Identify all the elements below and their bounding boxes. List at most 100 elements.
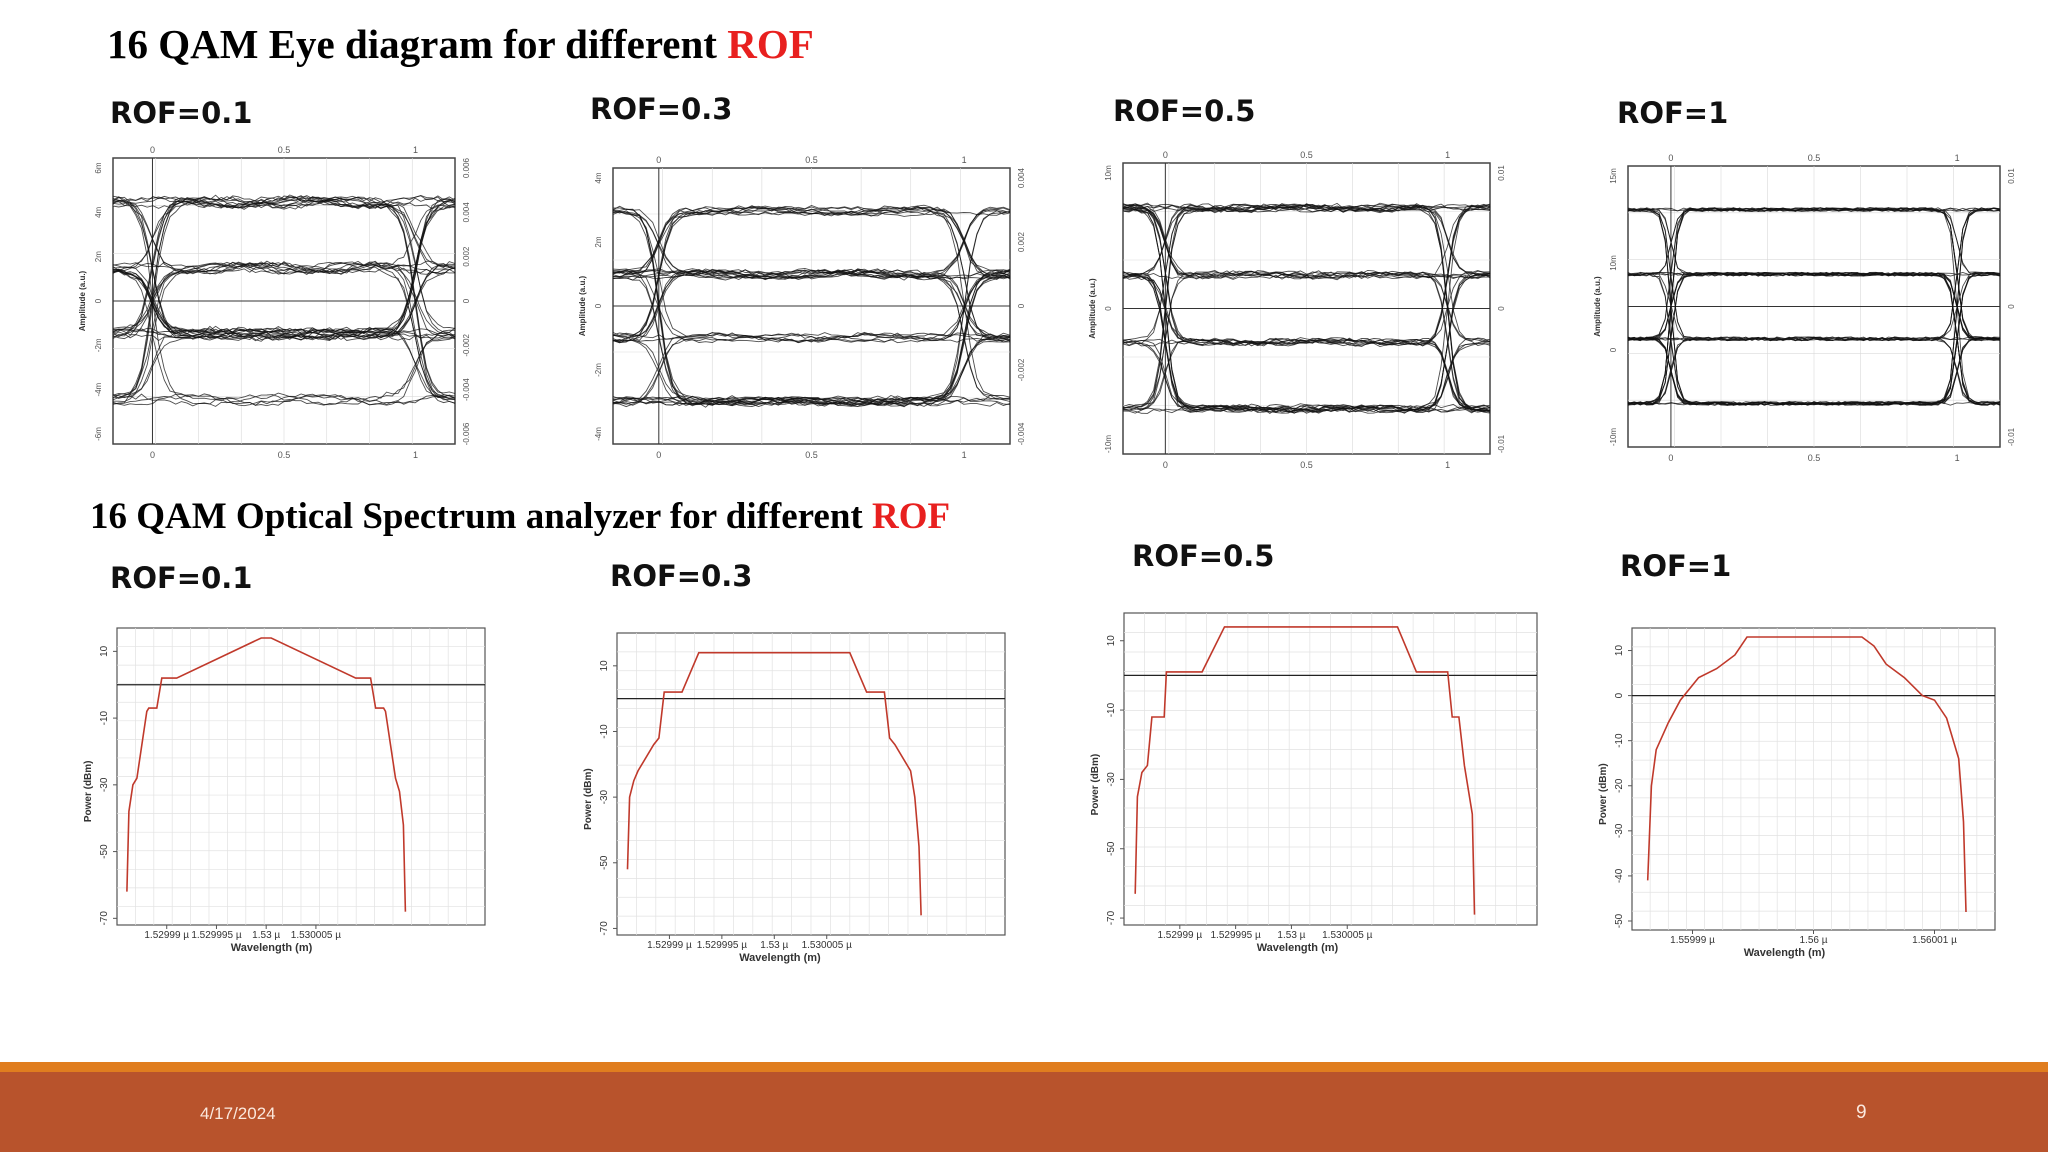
y-axis-label: Amplitude (a.u.) [78, 270, 87, 331]
eye-trace [112, 260, 456, 273]
eye-trace [112, 260, 455, 329]
chart-svg: 10 -10 -30 -50 -70 1.52999 µ 1.529995 µ 1.53 µ 1… [583, 632, 1006, 964]
x-tick-label: 1 [1445, 460, 1450, 470]
x-tick-label: 1 [1955, 453, 1960, 463]
y-axis-label: Power (dBm) [83, 761, 94, 823]
x-tick-label: 1.530005 µ [1322, 930, 1372, 941]
eye-trace [1122, 203, 1491, 413]
x-axis-label: Wavelength (m) [1257, 942, 1339, 954]
grid [617, 633, 1005, 935]
y-tick-label: 0 [1614, 692, 1625, 698]
y-tick-label: 0 [94, 298, 103, 303]
y-tick-label-right: 0.006 [462, 157, 471, 178]
y-tick-label-right: -0.002 [1017, 358, 1026, 381]
y-axis-label: Amplitude (a.u.) [1088, 278, 1097, 339]
eye-trace [112, 261, 456, 399]
y-axis-label: Power (dBm) [583, 768, 594, 830]
y-tick-label: -40 [1614, 868, 1625, 883]
eye-trace [612, 268, 1011, 343]
footer-accent-line [0, 1062, 2048, 1072]
osa-title-text: 16 QAM Optical Spectrum analyzer for dif… [90, 496, 873, 537]
eye-trace [1122, 203, 1491, 407]
y-tick-label: -30 [1614, 823, 1625, 838]
eye-trace [112, 195, 456, 399]
eye-trace [1627, 207, 2001, 212]
osa-title-accent: ROF [872, 496, 951, 537]
y-tick-label-right: -0.01 [2007, 427, 2016, 446]
y-axis-label: Amplitude (a.u.) [578, 275, 587, 336]
eye-trace [1123, 340, 1491, 414]
x-tick-label: 1 [413, 450, 418, 460]
grid [1124, 613, 1537, 925]
x-tick-label-top: 0 [656, 155, 661, 165]
y-tick-label: -4m [94, 382, 103, 396]
x-tick-label-top: 1 [1955, 153, 1960, 163]
eye-trace [612, 277, 1011, 407]
y-tick-label: -50 [599, 855, 610, 870]
x-tick-label: 0.5 [805, 450, 818, 460]
y-tick-label-right: 0.01 [2007, 168, 2016, 184]
eye-trace [1122, 204, 1491, 412]
x-tick-label: 1.529995 µ [1210, 930, 1260, 941]
y-tick-label: -10 [599, 724, 610, 739]
x-tick-label: 1 [962, 450, 967, 460]
x-tick-label-top: 0.5 [278, 145, 291, 155]
chart-svg: 10 0 -10 -20 -30 -40 -50 1.55999 µ 1.56 µ 1.56001… [1598, 627, 1996, 959]
eye-trace [112, 263, 456, 342]
osa-spectrum-rof-1: 10 0 -10 -20 -30 -40 -50 1.55999 µ 1.56 µ 1.56001… [1590, 620, 2005, 970]
y-tick-label: -6m [94, 427, 103, 441]
chart-svg: 0 0 0.5 0.5 1 1 6m 4m 2m 0 -2m -4m -6m 0.006 0.004 0.00… [78, 145, 471, 460]
y-tick-label: 4m [594, 172, 603, 183]
spectrum-trace [626, 651, 922, 916]
x-tick-label: 0.5 [1300, 460, 1313, 470]
eye-trace [612, 332, 1011, 405]
eye-trace [1122, 208, 1491, 414]
eye-trace [112, 200, 456, 399]
eye-title-accent: ROF [727, 21, 814, 67]
x-tick-label-top: 1 [1445, 150, 1450, 160]
eye-trace [112, 266, 456, 341]
footer-bar [0, 1072, 2048, 1152]
grid [117, 628, 485, 925]
y-tick-label: -30 [1106, 772, 1117, 787]
eye-trace [612, 273, 1011, 407]
eye-trace [112, 336, 456, 407]
eye-trace [1122, 271, 1491, 414]
osa-spectrum-rof-01: 10 -10 -30 -50 -70 1.52999 µ 1.529995 µ 1.53 µ 1… [75, 620, 495, 965]
eye-label-rof-03: ROF=0.3 [590, 92, 733, 126]
y-tick-label-right: -0.004 [462, 378, 471, 401]
y-tick-label: 2m [594, 236, 603, 247]
x-tick-label-top: 1 [962, 155, 967, 165]
y-tick-label: -10 [1614, 733, 1625, 748]
y-tick-label-right: 0.002 [1017, 231, 1026, 252]
y-tick-label-right: 0 [1017, 303, 1026, 308]
eye-trace [112, 201, 456, 407]
footer-date: 4/17/2024 [200, 1104, 276, 1123]
x-axis-label: Wavelength (m) [231, 942, 313, 954]
x-tick-label: 0 [1163, 460, 1168, 470]
osa-label-rof-1: ROF=1 [1620, 549, 1732, 583]
y-tick-label: -30 [599, 789, 610, 804]
eye-trace [1627, 209, 2001, 277]
y-tick-label: -4m [594, 427, 603, 441]
eye-trace [112, 393, 456, 407]
y-tick-label-right: 0.002 [462, 246, 471, 267]
eye-trace [612, 269, 1011, 340]
y-tick-label: -70 [99, 911, 110, 926]
x-tick-label: 1.56001 µ [1912, 935, 1957, 946]
eye-trace [612, 269, 1011, 338]
y-tick-label: 10m [1104, 165, 1113, 181]
y-axis-label: Amplitude (a.u.) [1593, 276, 1602, 337]
y-tick-label-right: -0.006 [462, 422, 471, 445]
x-tick-label: 1.53 µ [760, 940, 788, 951]
y-tick-label: -50 [1614, 913, 1625, 928]
x-tick-label: 1.530005 µ [802, 940, 852, 951]
y-tick-label-right: -0.004 [1017, 422, 1026, 445]
grid [1632, 628, 1995, 930]
eye-trace [1627, 274, 2001, 406]
x-tick-label-top: 0.5 [1300, 150, 1313, 160]
eye-trace [1627, 272, 2001, 406]
eye-trace [1122, 202, 1491, 411]
osa-section-title: 16 QAM Optical Spectrum analyzer for dif… [90, 495, 950, 538]
eye-section-title: 16 QAM Eye diagram for different ROF [107, 20, 814, 68]
